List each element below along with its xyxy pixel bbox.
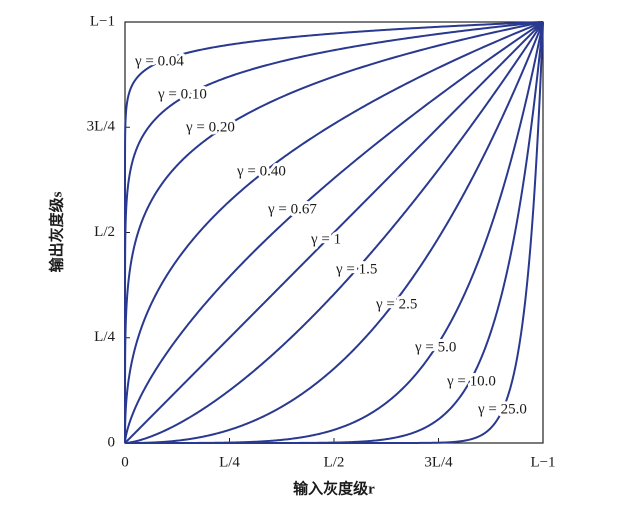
gamma-curve — [124, 21, 544, 443]
gamma-curve — [124, 21, 544, 443]
curve-label: γ = 1.5 — [335, 261, 377, 277]
gamma-curve — [124, 21, 544, 443]
gamma-curve — [125, 21, 544, 444]
curve-label: γ = 0.20 — [185, 119, 235, 135]
x-tick-label: L/4 — [219, 454, 240, 470]
curve-label: γ = 0.10 — [157, 86, 207, 102]
curve-label: γ = 25.0 — [477, 401, 527, 417]
curve-label: γ = 10.0 — [446, 373, 496, 389]
y-tick-label: 3L/4 — [87, 119, 116, 135]
gamma-curve — [124, 21, 544, 444]
curve-label: γ = 0.67 — [267, 201, 317, 217]
x-tick-label: L/2 — [324, 454, 345, 470]
curve-label: γ = 5.0 — [414, 339, 456, 355]
gamma-curve — [124, 21, 544, 443]
y-tick-label: L/2 — [94, 224, 115, 240]
y-axis-label: 输出灰度级s — [47, 191, 65, 272]
gamma-curve — [124, 21, 544, 444]
curve-label: γ = 1 — [310, 231, 341, 247]
y-tick-label: L−1 — [90, 13, 115, 29]
curve-label: γ = 0.40 — [236, 163, 286, 179]
gamma-curve — [124, 21, 544, 444]
x-tick-label: L−1 — [530, 454, 555, 470]
x-tick-label: 3L/4 — [424, 454, 453, 470]
x-axis-label: 输入灰度级r — [293, 479, 375, 497]
y-tick-label: L/4 — [94, 329, 115, 345]
curve-label: γ = 0.04 — [134, 53, 184, 69]
gamma-curve — [125, 21, 544, 444]
y-tick-label: 0 — [108, 434, 116, 450]
x-tick-label: 0 — [121, 454, 129, 470]
curve-label: γ = 2.5 — [375, 296, 417, 312]
